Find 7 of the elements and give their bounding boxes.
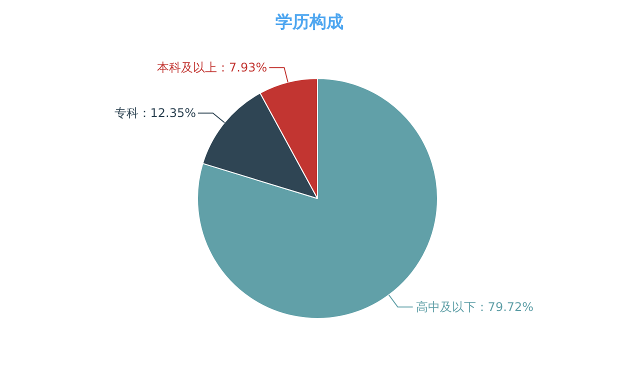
slice-label: 高中及以下 — [416, 300, 476, 314]
slice-label: 本科及以上 — [157, 60, 218, 75]
data-label: ：12.35% — [138, 106, 196, 120]
slice-label: 专科 — [114, 106, 138, 120]
data-label: ：7.93% — [217, 60, 268, 75]
data-label: ：79.72% — [476, 300, 534, 314]
chart-title: 学历构成 — [276, 12, 344, 32]
